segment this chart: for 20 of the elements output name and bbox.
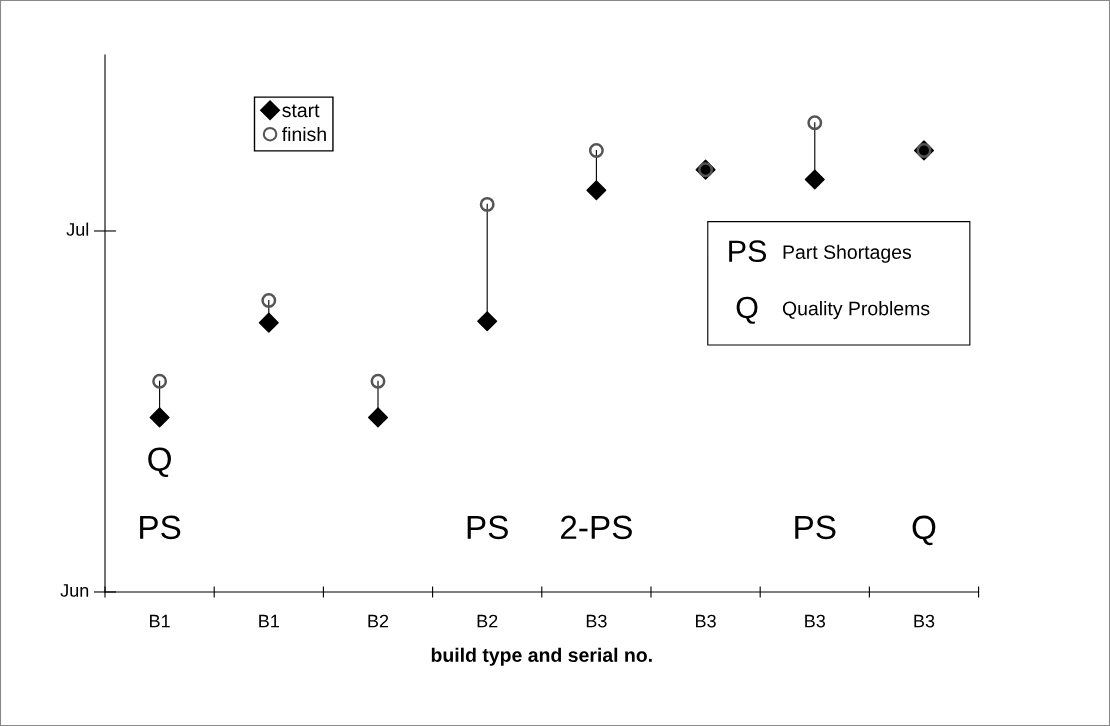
annotation: 2-PS — [561, 515, 632, 540]
text: Jul — [66, 222, 89, 236]
annotation: PS — [467, 515, 508, 540]
x-tick-label: B3 — [696, 614, 716, 628]
x-tick-label: B3 — [805, 614, 826, 628]
x-tick-label: B2 — [368, 614, 389, 628]
text: PS Part Shortages Q Quality Problems — [729, 240, 930, 324]
x-tick-label: B1 — [259, 614, 279, 628]
x-axis-title: build type and serial no. — [431, 647, 652, 666]
x-tick-label: B3 — [586, 614, 607, 628]
annotation: PS — [140, 515, 181, 540]
x-tick-label: B2 — [477, 614, 498, 628]
x-tick-label: B3 — [914, 614, 935, 628]
legend-label: finish — [282, 126, 326, 142]
annotation: Q — [148, 447, 171, 477]
annotation: PS — [795, 515, 836, 540]
x-tick-label: B1 — [150, 614, 170, 628]
annotation: Q — [912, 515, 936, 546]
text: Jun — [60, 584, 89, 597]
legend-label: start — [282, 104, 320, 118]
